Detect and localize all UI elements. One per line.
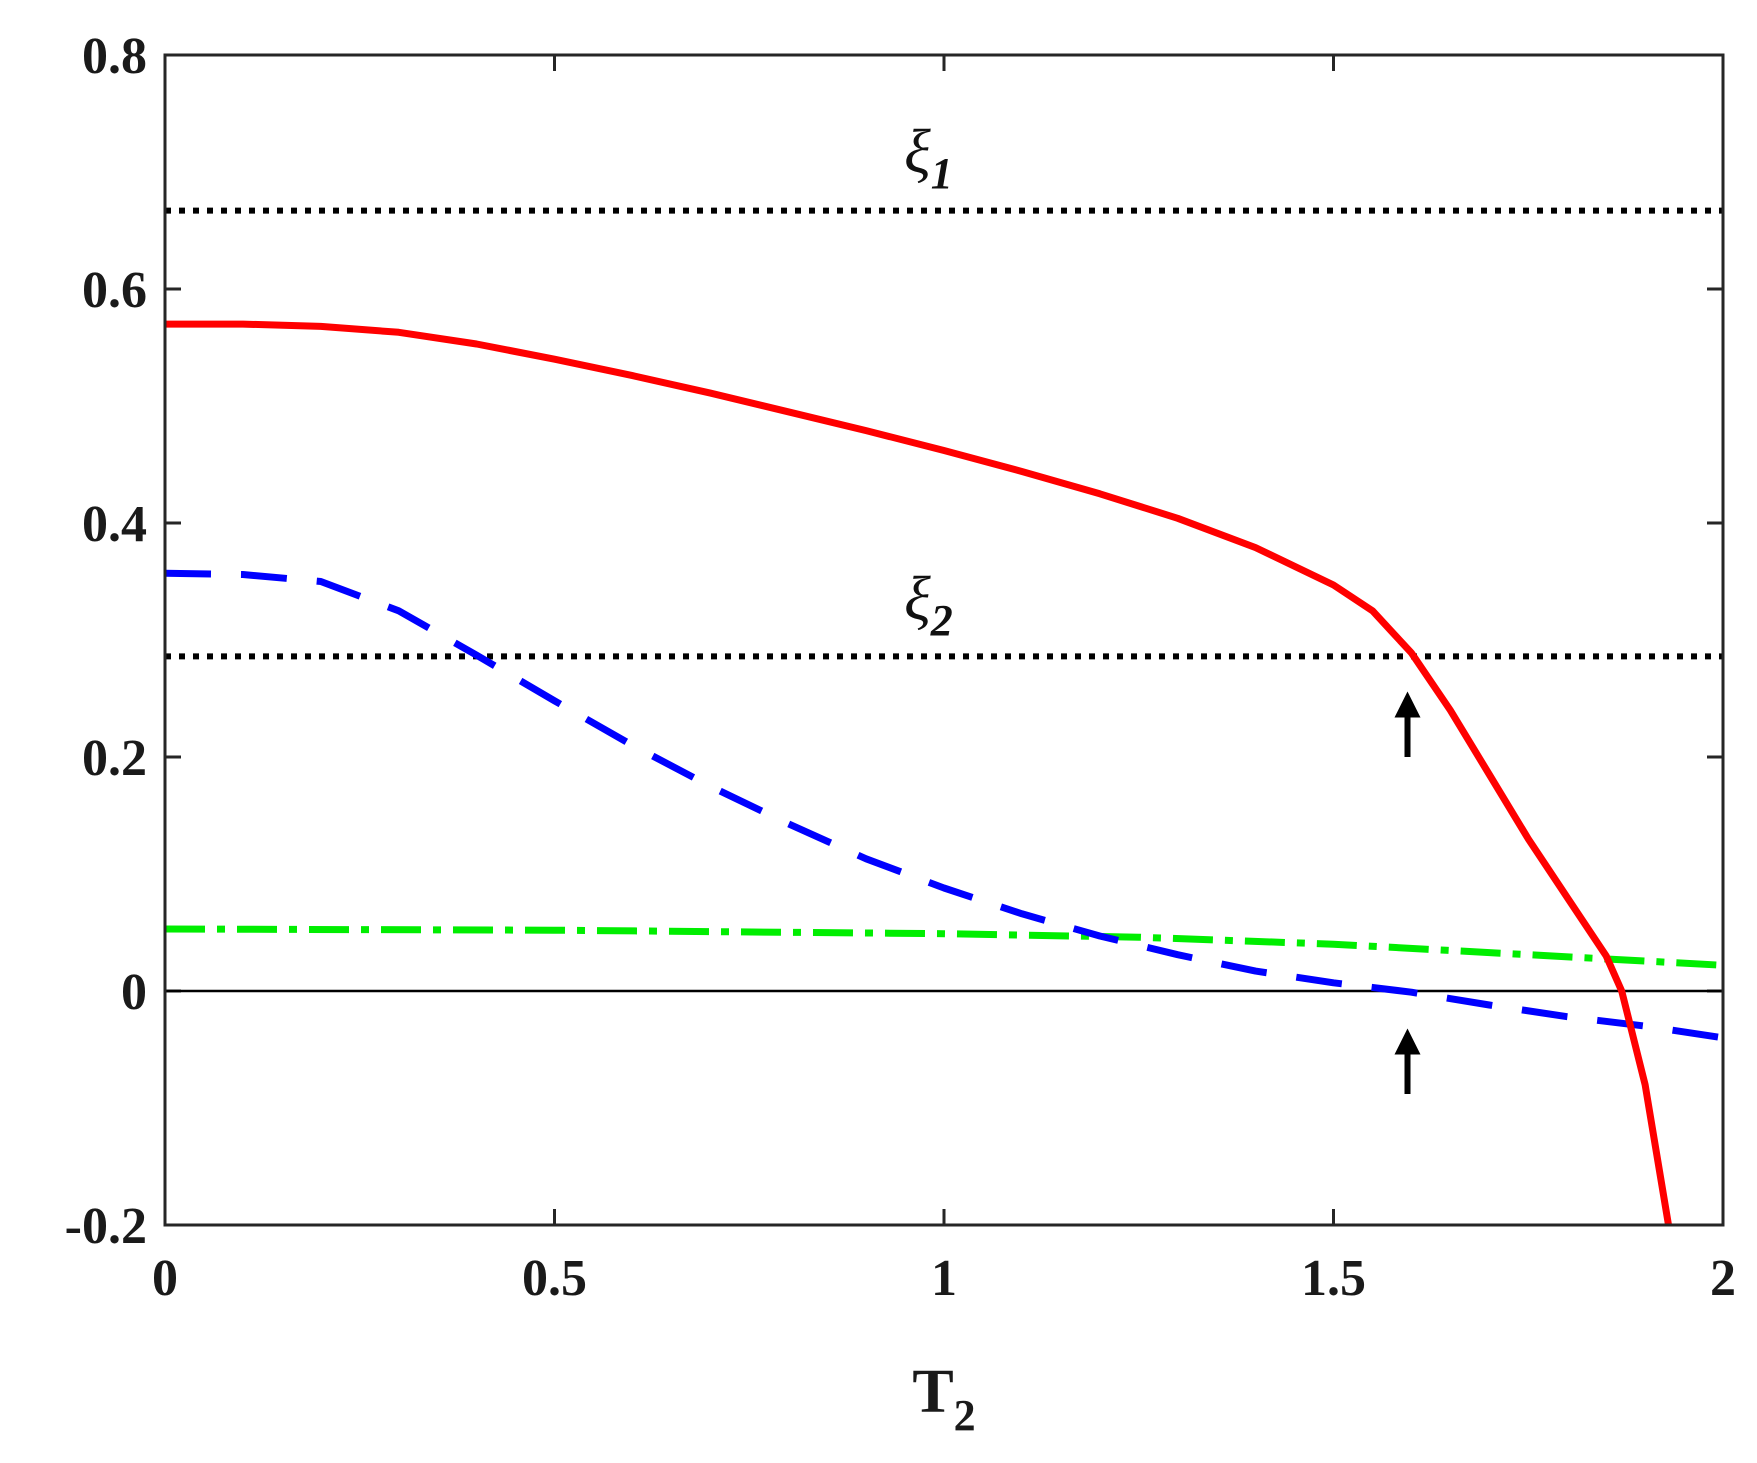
x-tick-label: 1.5	[1301, 1250, 1366, 1307]
y-tick-label: 0	[121, 964, 147, 1021]
annotation-subscript: 1	[931, 149, 953, 198]
plot-area-background	[165, 55, 1723, 1225]
annotation-label: ξ2	[904, 565, 953, 645]
y-tick-label: 0.2	[82, 730, 147, 787]
annotation-symbol: ξ	[904, 118, 931, 186]
x-tick-label: 1	[931, 1250, 957, 1307]
series-line-dashed	[165, 569, 1723, 1042]
annotation-subscript: 2	[930, 596, 953, 645]
y-tick-labels: -0.2 0 0.2 0.4 0.6 0.8	[65, 28, 147, 1255]
arrow-marker	[1394, 1028, 1421, 1094]
x-tick-label: 2	[1710, 1250, 1736, 1307]
y-tick-label: 0.6	[82, 262, 147, 319]
annotation-symbol: ξ	[904, 565, 931, 633]
x-tick-label: 0.5	[522, 1250, 587, 1307]
series-layer	[165, 207, 1723, 1225]
x-tick-labels: 0 0.5 1 1.5 2	[152, 1250, 1736, 1307]
arrows-layer	[1394, 691, 1421, 1094]
x-axis-title: T2	[912, 1358, 975, 1440]
series-line-solid	[165, 320, 1672, 1225]
x-tick-label: 0	[152, 1250, 178, 1307]
series-line-dashdot	[165, 925, 1723, 969]
arrow-marker	[1394, 691, 1421, 757]
y-tick-label: 0.4	[82, 496, 147, 553]
x-axis-title-main: T	[912, 1358, 953, 1426]
annotation-label: ξ1	[904, 118, 953, 198]
y-tick-label: -0.2	[65, 1198, 147, 1255]
plot-frame	[163, 53, 1725, 1227]
y-tick-label: 0.8	[82, 28, 147, 85]
x-axis-title-subscript: 2	[954, 1391, 976, 1440]
